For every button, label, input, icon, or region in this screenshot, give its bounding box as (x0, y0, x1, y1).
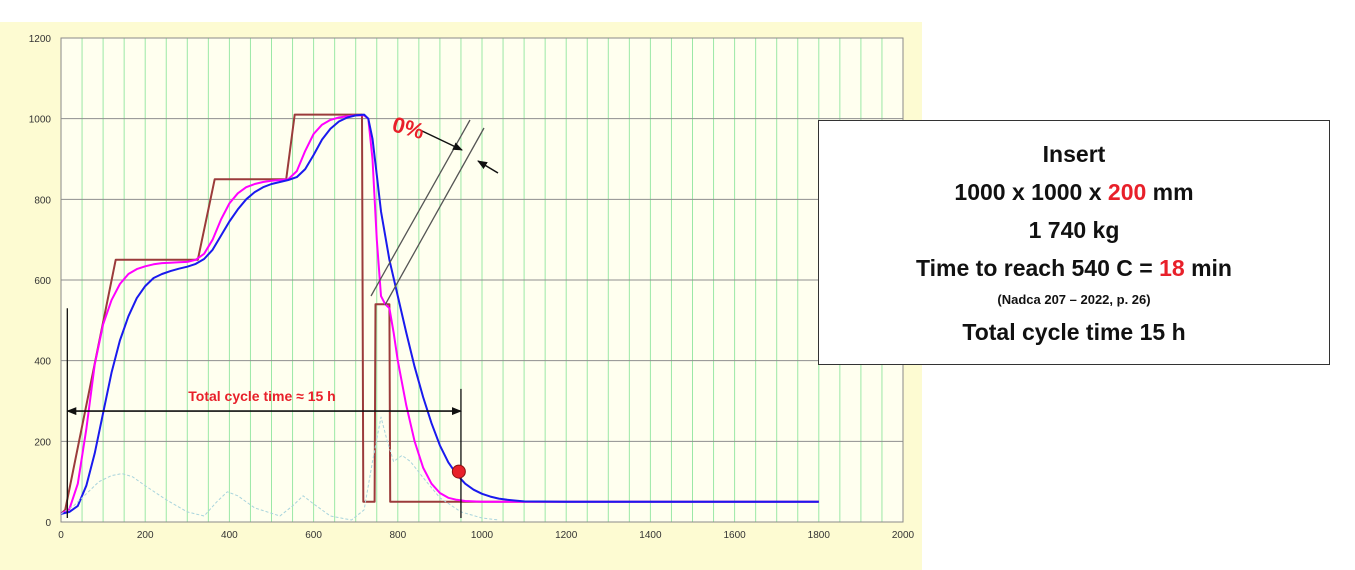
x-tick-label: 1000 (471, 530, 494, 541)
info-dimensions-highlight: 200 (1107, 178, 1147, 205)
end-marker (451, 464, 466, 479)
y-tick-label: 800 (34, 195, 51, 206)
y-tick-label: 1200 (29, 34, 52, 45)
x-tick-label: 1800 (808, 530, 831, 541)
x-tick-label: 1400 (639, 530, 662, 541)
thickness-arrow-left (419, 129, 463, 151)
info-box: Insert 1000 x 1000 x 200 mm 1 740 kg Tim… (818, 120, 1330, 365)
x-tick-label: 2000 (892, 530, 915, 541)
y-tick-label: 0 (45, 518, 51, 529)
horizontal-gridlines (61, 118, 903, 442)
series-line-4 (60, 416, 499, 521)
x-tick-labels: 0 200 400 600 800 1000 1200 1400 1600 1800 2000 (58, 530, 914, 541)
info-reference: (Nadca 207 – 2022, p. 26) (997, 291, 1151, 307)
thickness-arrow-right (477, 160, 499, 174)
section-line-right (384, 127, 485, 306)
annotations: Total cycle time ≈ 15 h0% (66, 112, 499, 518)
info-dimensions: 1000 x 1000 x 200 mm (954, 178, 1194, 205)
y-tick-label: 200 (34, 437, 51, 448)
series-line-2 (60, 114, 819, 515)
y-tick-label: 1000 (29, 115, 52, 126)
x-tick-label: 1200 (555, 530, 578, 541)
info-time-to-reach: Time to reach 540 C = 18 min (916, 254, 1232, 281)
info-total-cycle: Total cycle time 15 h (962, 318, 1186, 345)
info-mass: 1 740 kg (1028, 216, 1120, 243)
x-tick-label: 400 (221, 530, 238, 541)
y-tick-label: 600 (34, 276, 51, 287)
cycle-time-label: Total cycle time ≈ 15 h (188, 388, 335, 404)
y-tick-label: 400 (34, 357, 51, 368)
info-title: Insert (1042, 140, 1106, 167)
x-tick-label: 1600 (723, 530, 746, 541)
x-tick-label: 800 (389, 530, 406, 541)
x-tick-label: 0 (58, 530, 64, 541)
x-tick-label: 600 (305, 530, 322, 541)
x-tick-label: 200 (137, 530, 154, 541)
y-tick-labels: 0 200 400 600 800 1000 1200 (29, 34, 52, 529)
info-time-highlight: 18 (1159, 254, 1185, 281)
